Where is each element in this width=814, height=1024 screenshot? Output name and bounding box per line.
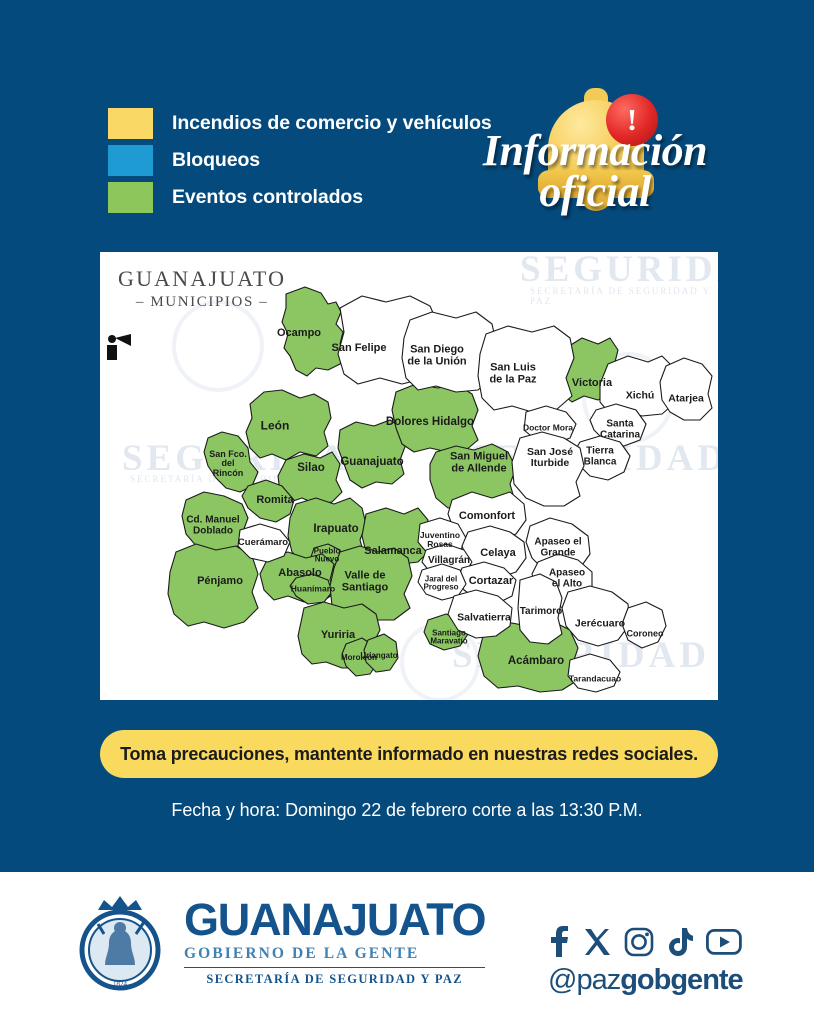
svg-text:1824: 1824 [113, 980, 128, 988]
map-title: GUANAJUATO [118, 266, 287, 291]
bell-clapper [580, 194, 612, 211]
municipio-san-jose-iturbide [511, 431, 585, 507]
municipio-tarandacuao [567, 653, 621, 693]
logo-secretaria-text: SECRETARÍA DE SEGURIDAD Y PAZ [184, 967, 486, 987]
municipio-leon [245, 389, 332, 461]
municipio-valle-santiago [329, 545, 413, 621]
footer: 1824 GUANAJUATO GOBIERNO DE LA GENTE SEC… [0, 872, 814, 1024]
municipio-tarimoro [517, 573, 563, 645]
social-media-block: @pazgobgente [548, 922, 744, 997]
informacion-oficial-badge: ! Información oficial [452, 84, 738, 234]
legend-item-eventos: Eventos controlados [108, 180, 492, 215]
municipio-cueramaro [237, 523, 291, 563]
legend-label-eventos: Eventos controlados [172, 186, 363, 208]
municipio-romita [241, 479, 295, 523]
municipio-atarjea [659, 357, 713, 421]
legend-item-incendios: Incendios de comercio y vehículos [108, 106, 492, 141]
poster-blue-background: Incendios de comercio y vehículos Bloque… [100, 84, 738, 820]
municipio-uriangato [363, 633, 399, 673]
map-panel[interactable]: SEGURIDAD SECRETARÍA DE SEGURIDAD Y PAZ … [100, 252, 718, 700]
north-arrow-icon [107, 334, 131, 360]
municipio-coroneo [621, 601, 667, 649]
alert-exclamation: ! [626, 101, 638, 137]
municipio-dolores-hidalgo [391, 383, 479, 453]
logo-sub-text: GOBIERNO DE LA GENTE [184, 945, 420, 962]
municipio-jerecuaro [561, 585, 631, 647]
legend: Incendios de comercio y vehículos Bloque… [108, 106, 492, 217]
facebook-icon[interactable] [548, 926, 570, 958]
bell-icon: ! [530, 86, 662, 218]
alert-badge-icon: ! [606, 94, 658, 146]
legend-swatch-eventos [108, 182, 153, 213]
map-title-block: GUANAJUATO – MUNICIPIOS – [118, 266, 286, 311]
municipio-santa-catarina [589, 403, 647, 447]
government-logo: 1824 GUANAJUATO GOBIERNO DE LA GENTE SEC… [68, 890, 487, 994]
state-seal-icon: 1824 [79, 896, 161, 991]
legend-swatch-bloqueos [108, 145, 153, 176]
legend-item-bloqueos: Bloqueos [108, 143, 492, 178]
handle-light: @paz [548, 964, 621, 996]
logo-text-block: GUANAJUATO GOBIERNO DE LA GENTE SECRETAR… [184, 894, 487, 987]
instagram-icon[interactable] [624, 927, 654, 957]
social-handle[interactable]: @pazgobgente [548, 964, 744, 997]
date-time-text: Fecha y hora: Domingo 22 de febrero cort… [171, 800, 643, 820]
legend-swatch-incendios [108, 108, 153, 139]
municipio-penjamo [167, 543, 259, 629]
map-watermark-sub: SECRETARÍA DE SEGURIDAD Y PAZ [530, 286, 711, 306]
bell-skirt [538, 170, 654, 198]
guanajuato-municipios-map[interactable] [100, 252, 718, 700]
legend-label-incendios: Incendios de comercio y vehículos [172, 112, 492, 134]
social-icon-row [548, 922, 743, 962]
badge-line-1: Información [482, 126, 708, 175]
banner-text: Toma precauciones, mantente informado en… [120, 743, 698, 764]
municipio-san-luis-paz [477, 325, 575, 413]
municipio-ocampo [281, 286, 347, 377]
badge-line-2: oficial [539, 167, 651, 217]
legend-label-bloqueos: Bloqueos [172, 149, 261, 171]
tiktok-icon[interactable] [667, 927, 693, 957]
map-subtitle: – MUNICIPIOS – [135, 294, 269, 310]
municipio-guanajuato [337, 419, 407, 489]
precautions-banner: Toma precauciones, mantente informado en… [100, 730, 718, 778]
x-twitter-icon[interactable] [583, 928, 611, 956]
municipio-salvatierra [447, 589, 513, 639]
handle-bold: gobgente [620, 964, 743, 996]
logo-main-text: GUANAJUATO [184, 894, 487, 945]
youtube-icon[interactable] [706, 929, 742, 955]
informacion-oficial-text: Información oficial [452, 126, 738, 217]
